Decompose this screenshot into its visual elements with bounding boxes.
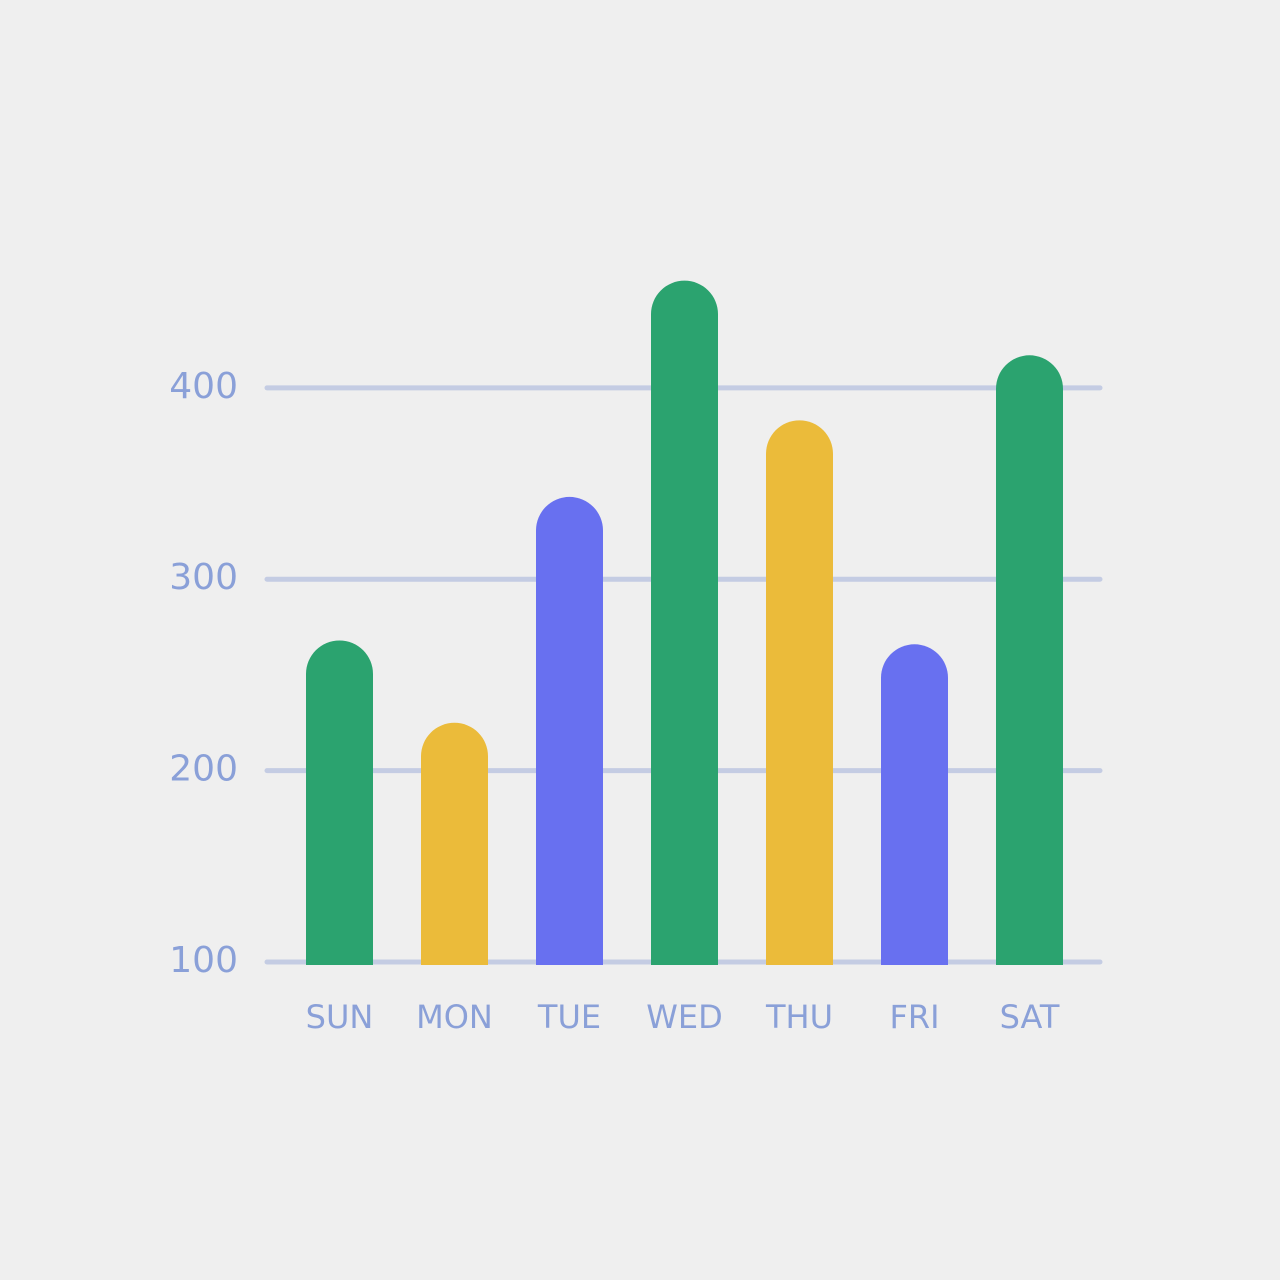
bar	[306, 640, 373, 965]
x-tick-label: WED	[646, 998, 723, 1036]
bar	[536, 496, 603, 965]
y-tick-label: 400	[169, 366, 238, 407]
bar	[651, 280, 718, 965]
y-tick-label: 300	[169, 557, 238, 598]
x-tick-label: SUN	[306, 998, 374, 1036]
x-tick-label: FRI	[889, 998, 939, 1036]
bar	[766, 420, 833, 965]
y-tick-label: 100	[169, 940, 238, 981]
x-tick-label: SAT	[1000, 998, 1060, 1036]
x-tick-label: THU	[765, 998, 833, 1036]
bar	[421, 722, 488, 965]
x-tick-label: TUE	[537, 998, 601, 1036]
x-tick-label: MON	[416, 998, 493, 1036]
bar	[996, 355, 1063, 965]
bar	[881, 644, 948, 965]
y-tick-label: 200	[169, 749, 238, 790]
